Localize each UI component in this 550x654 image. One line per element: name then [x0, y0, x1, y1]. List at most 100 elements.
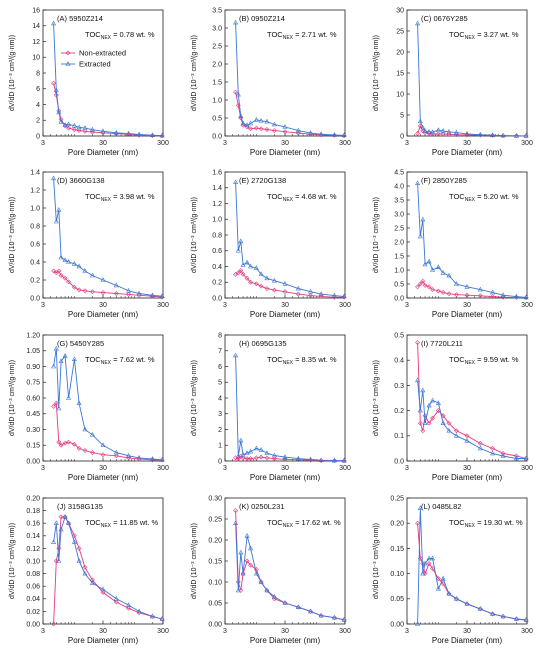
data-point — [264, 118, 270, 124]
data-point — [149, 292, 155, 298]
series-line — [417, 183, 527, 298]
panel-title: (C) 0676Y285 — [421, 14, 468, 23]
data-point — [82, 288, 88, 294]
panel-c: 0 5 10 15 20 25 30 3 30 300 Pore Diameter (nm) dV/d… — [373, 7, 533, 157]
x-tick-label: 300 — [339, 465, 351, 472]
x-axis-label: Pore Diameter (nm) — [250, 636, 321, 645]
plot-frame — [42, 171, 164, 299]
data-point — [159, 293, 165, 298]
data-point — [159, 132, 165, 138]
y-tick-label: 0 — [400, 133, 404, 140]
panel-title: (H) 0695G135 — [239, 339, 287, 348]
data-point — [426, 420, 432, 426]
toc-value: = 5.20 wt. % — [475, 192, 519, 201]
y-tick-label: 5 — [400, 112, 404, 119]
legend-label-non-extracted: Non-extracted — [79, 49, 126, 58]
data-point — [308, 608, 314, 614]
y-tick-label: 8 — [36, 70, 40, 77]
toc-subscript: NEX — [101, 197, 112, 203]
data-point — [233, 271, 238, 277]
panel-title: (D) 3660G138 — [57, 176, 105, 185]
data-point — [100, 590, 106, 595]
data-point — [253, 455, 259, 461]
series-line — [53, 348, 163, 461]
data-point — [295, 455, 301, 461]
plot-frame — [406, 171, 528, 299]
x-tick-label: 300 — [157, 465, 169, 472]
data-point — [62, 122, 68, 127]
series-non-extracted — [51, 268, 165, 300]
y-tick-label: 2.5 — [394, 225, 404, 232]
data-point — [446, 591, 452, 597]
panel-title: (I) 7720L211 — [421, 339, 463, 348]
data-point — [435, 585, 441, 591]
data-point — [244, 259, 250, 265]
y-tick-label: 0.00 — [208, 621, 222, 628]
data-point — [159, 457, 165, 462]
data-point — [435, 576, 441, 582]
data-point — [51, 403, 56, 409]
panel-i: 0.0 0.1 0.2 0.3 0.4 0.5 3 30 300 Pore Diameter (n… — [373, 332, 533, 482]
data-point — [341, 293, 347, 299]
x-tick-label: 3 — [223, 302, 227, 309]
data-point — [341, 458, 347, 464]
data-point — [100, 277, 106, 282]
data-point — [244, 275, 250, 281]
y-tick-label: 2.5 — [212, 43, 222, 50]
data-point — [430, 397, 436, 403]
legend: Non-extracted Extracted — [61, 49, 126, 69]
y-axis-label: dV/dD (10⁻³ cm³/(g·nm)) — [373, 35, 380, 111]
data-point — [66, 439, 71, 445]
data-point — [282, 454, 288, 459]
data-point — [523, 133, 529, 138]
data-point — [253, 265, 259, 270]
y-tick-label: 0.0 — [212, 295, 222, 302]
data-point — [415, 520, 420, 526]
x-tick-label: 300 — [339, 628, 351, 635]
y-tick-label: 8 — [218, 332, 222, 339]
panel-l: 0.00 0.05 0.10 0.15 0.20 0.25 3 30 300 Pore Diame… — [373, 495, 533, 645]
data-point — [244, 122, 250, 127]
data-point — [56, 439, 62, 445]
data-point — [490, 445, 495, 451]
series-non-extracted — [233, 89, 347, 139]
y-axis-label: dV/dD (10⁻³ cm³/(g·nm)) — [9, 197, 16, 273]
data-point — [490, 294, 495, 300]
data-point — [76, 263, 82, 269]
toc-prefix: TOC — [85, 30, 101, 39]
data-point — [62, 440, 68, 446]
data-point — [523, 617, 529, 623]
y-tick-label: 0.18 — [26, 508, 40, 515]
data-point — [332, 294, 337, 300]
data-point — [422, 560, 428, 566]
y-tick-label: 10 — [32, 55, 40, 62]
data-point — [331, 132, 337, 137]
series-line — [235, 22, 345, 136]
data-point — [66, 520, 71, 526]
x-tick-label: 3 — [405, 302, 409, 309]
data-point — [295, 130, 301, 136]
data-point — [51, 80, 56, 86]
series-line — [53, 23, 163, 137]
data-point — [253, 570, 259, 576]
x-tick-label: 300 — [157, 302, 169, 309]
data-point — [271, 277, 277, 283]
legend-label-extracted: Extracted — [79, 60, 111, 69]
panel-k: 0.00 0.05 0.10 0.15 0.20 0.25 0.30 3 30 300 Pore D… — [191, 495, 351, 645]
y-tick-label: 0.90 — [26, 364, 40, 371]
data-point — [51, 363, 57, 369]
data-point — [415, 621, 421, 626]
toc-value: = 9.59 wt. % — [475, 355, 519, 364]
data-point — [523, 455, 529, 461]
data-point — [500, 133, 506, 139]
y-tick-label: 0.8 — [212, 232, 222, 239]
y-tick-label: 0.10 — [26, 558, 40, 565]
series-extracted — [233, 19, 347, 138]
data-point — [113, 282, 119, 288]
toc-prefix: TOC — [85, 192, 101, 201]
data-point — [240, 271, 246, 277]
x-axis-label: Pore Diameter (nm) — [432, 473, 503, 482]
toc-value: = 8.35 wt. % — [293, 355, 337, 364]
series-non-extracted — [415, 520, 529, 623]
data-point — [58, 358, 64, 364]
